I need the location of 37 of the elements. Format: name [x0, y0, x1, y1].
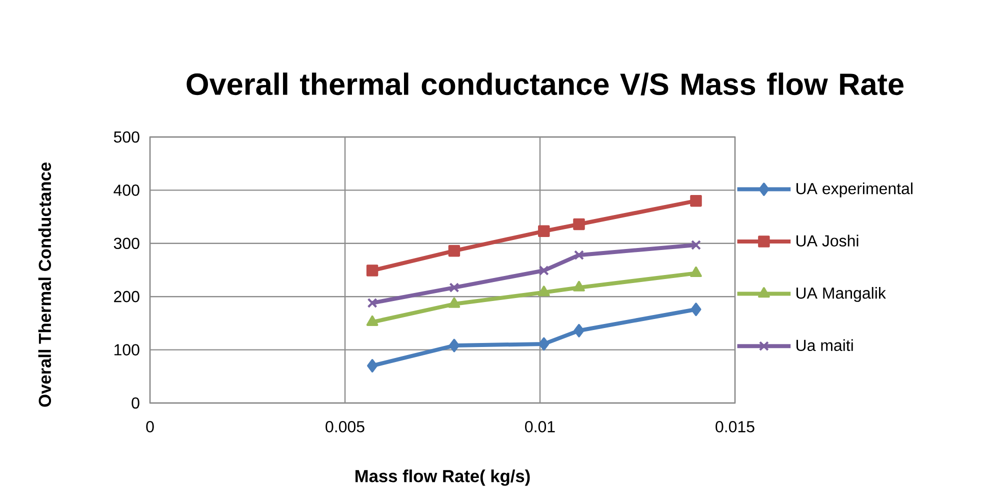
x-tick-label: 0.01: [525, 421, 555, 432]
point: [690, 266, 702, 278]
point: [574, 250, 584, 260]
x-tick-label: 0.005: [326, 421, 364, 432]
point: [367, 298, 378, 308]
y-tick-label: 400: [114, 184, 140, 196]
y-tick-label: 300: [114, 238, 140, 250]
point: [574, 324, 584, 338]
point: [448, 338, 460, 352]
y-tick-label: 100: [114, 344, 140, 356]
point: [573, 218, 585, 230]
point: [538, 265, 549, 276]
point: [690, 302, 702, 316]
point: [367, 359, 378, 372]
point: [448, 297, 460, 308]
point: [538, 225, 550, 238]
point: [690, 240, 702, 250]
point: [573, 280, 585, 292]
point: [538, 337, 550, 351]
x-tick-label: 0: [146, 421, 154, 432]
legend-label: UA Joshi: [796, 234, 858, 246]
y-tick-label: 500: [114, 131, 140, 143]
x-tick-label: 0.015: [716, 421, 754, 432]
point: [366, 315, 378, 326]
legend-label: UA Mangalik: [796, 287, 886, 302]
y-axis-title: Overall Thermal Conductance: [38, 162, 52, 407]
x-axis-title: Mass flow Rate( kg/s): [356, 470, 530, 486]
y-tick-label: 0: [132, 397, 140, 409]
y-tick-label: 200: [114, 290, 140, 302]
point: [690, 194, 702, 207]
legend-label: UA experimental: [796, 182, 912, 198]
point: [366, 264, 378, 276]
chart-title: Overall thermal conductance V/S Mass flow Rate: [186, 72, 904, 96]
point: [449, 282, 460, 293]
point: [538, 286, 550, 296]
legend-label: Ua maiti: [796, 339, 853, 352]
point: [448, 244, 460, 257]
